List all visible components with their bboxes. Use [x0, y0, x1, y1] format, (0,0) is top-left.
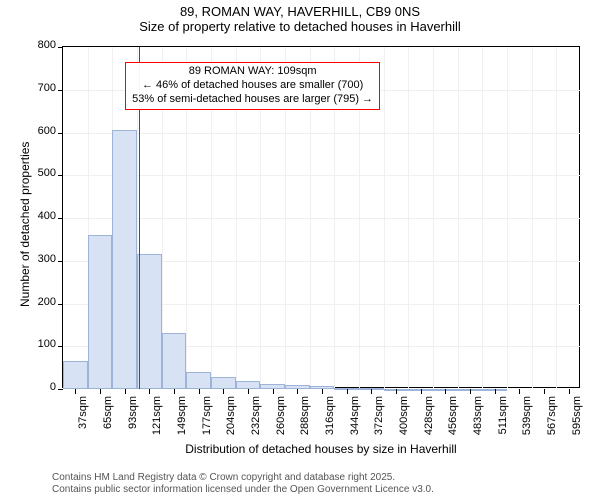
gridline-v	[458, 47, 459, 389]
histogram-bar	[186, 372, 211, 389]
gridline-v	[556, 47, 557, 389]
attribution-line-2: Contains public sector information licen…	[52, 484, 434, 496]
x-tick-label: 539sqm	[521, 396, 533, 446]
x-tick-label: 149sqm	[176, 396, 188, 446]
x-tick-mark	[322, 389, 323, 394]
x-tick-mark	[519, 389, 520, 394]
x-tick-label: 260sqm	[275, 396, 287, 446]
x-tick-label: 65sqm	[102, 396, 114, 446]
x-tick-label: 37sqm	[77, 396, 89, 446]
x-tick-mark	[544, 389, 545, 394]
x-tick-label: 511sqm	[497, 396, 509, 446]
x-tick-label: 288sqm	[299, 396, 311, 446]
x-tick-mark	[248, 389, 249, 394]
x-tick-label: 567sqm	[546, 396, 558, 446]
x-tick-label: 595sqm	[571, 396, 583, 446]
x-tick-label: 204sqm	[225, 396, 237, 446]
annotation-box: 89 ROMAN WAY: 109sqm← 46% of detached ho…	[125, 62, 380, 109]
y-tick-label: 200	[28, 296, 56, 308]
x-tick-label: 400sqm	[398, 396, 410, 446]
x-tick-mark	[421, 389, 422, 394]
x-tick-mark	[470, 389, 471, 394]
x-tick-mark	[75, 389, 76, 394]
title-sub: Size of property relative to detached ho…	[0, 19, 600, 34]
annotation-line: 53% of semi-detached houses are larger (…	[132, 93, 373, 107]
y-tick-mark	[58, 90, 63, 91]
y-tick-mark	[58, 261, 63, 262]
histogram-bar	[63, 361, 88, 389]
y-tick-mark	[58, 218, 63, 219]
gridline-v	[408, 47, 409, 389]
histogram-bar	[236, 381, 261, 389]
attribution-line-1: Contains HM Land Registry data © Crown c…	[52, 472, 434, 484]
x-tick-mark	[100, 389, 101, 394]
x-tick-mark	[396, 389, 397, 394]
histogram-bar	[162, 333, 187, 389]
x-tick-mark	[347, 389, 348, 394]
x-tick-mark	[149, 389, 150, 394]
x-tick-mark	[569, 389, 570, 394]
histogram-bar	[137, 254, 162, 389]
y-tick-label: 0	[28, 381, 56, 393]
y-tick-label: 400	[28, 210, 56, 222]
y-tick-mark	[58, 346, 63, 347]
x-tick-mark	[495, 389, 496, 394]
x-tick-mark	[174, 389, 175, 394]
y-tick-mark	[58, 304, 63, 305]
title-main: 89, ROMAN WAY, HAVERHILL, CB9 0NS	[0, 4, 600, 19]
y-tick-label: 700	[28, 82, 56, 94]
x-tick-label: 456sqm	[447, 396, 459, 446]
x-tick-mark	[445, 389, 446, 394]
x-tick-label: 93sqm	[127, 396, 139, 446]
x-tick-mark	[297, 389, 298, 394]
y-tick-mark	[58, 175, 63, 176]
x-tick-label: 232sqm	[250, 396, 262, 446]
histogram-bar	[211, 377, 236, 389]
y-tick-label: 100	[28, 338, 56, 350]
annotation-line: ← 46% of detached houses are smaller (70…	[132, 79, 373, 93]
gridline-v	[433, 47, 434, 389]
histogram-bar	[88, 235, 113, 389]
gridline-h	[63, 133, 581, 134]
chart-root: 89, ROMAN WAY, HAVERHILL, CB9 0NS Size o…	[0, 0, 600, 500]
x-tick-mark	[273, 389, 274, 394]
x-tick-label: 428sqm	[423, 396, 435, 446]
histogram-bar	[112, 130, 137, 389]
y-tick-mark	[58, 47, 63, 48]
x-tick-label: 483sqm	[472, 396, 484, 446]
x-tick-label: 177sqm	[201, 396, 213, 446]
y-tick-mark	[58, 133, 63, 134]
x-tick-label: 344sqm	[349, 396, 361, 446]
gridline-v	[482, 47, 483, 389]
x-tick-label: 316sqm	[324, 396, 336, 446]
x-tick-label: 121sqm	[151, 396, 163, 446]
x-tick-mark	[223, 389, 224, 394]
y-tick-label: 500	[28, 167, 56, 179]
gridline-v	[507, 47, 508, 389]
y-tick-label: 600	[28, 125, 56, 137]
gridline-v	[532, 47, 533, 389]
attribution: Contains HM Land Registry data © Crown c…	[52, 472, 434, 496]
y-tick-label: 300	[28, 253, 56, 265]
gridline-v	[384, 47, 385, 389]
x-tick-label: 372sqm	[373, 396, 385, 446]
x-tick-mark	[371, 389, 372, 394]
annotation-line: 89 ROMAN WAY: 109sqm	[132, 65, 373, 79]
y-tick-mark	[58, 389, 63, 390]
gridline-h	[63, 175, 581, 176]
title-block: 89, ROMAN WAY, HAVERHILL, CB9 0NS Size o…	[0, 0, 600, 34]
plot-area: 89 ROMAN WAY: 109sqm← 46% of detached ho…	[62, 46, 580, 388]
y-tick-label: 800	[28, 39, 56, 51]
x-tick-mark	[199, 389, 200, 394]
x-tick-mark	[125, 389, 126, 394]
gridline-h	[63, 218, 581, 219]
